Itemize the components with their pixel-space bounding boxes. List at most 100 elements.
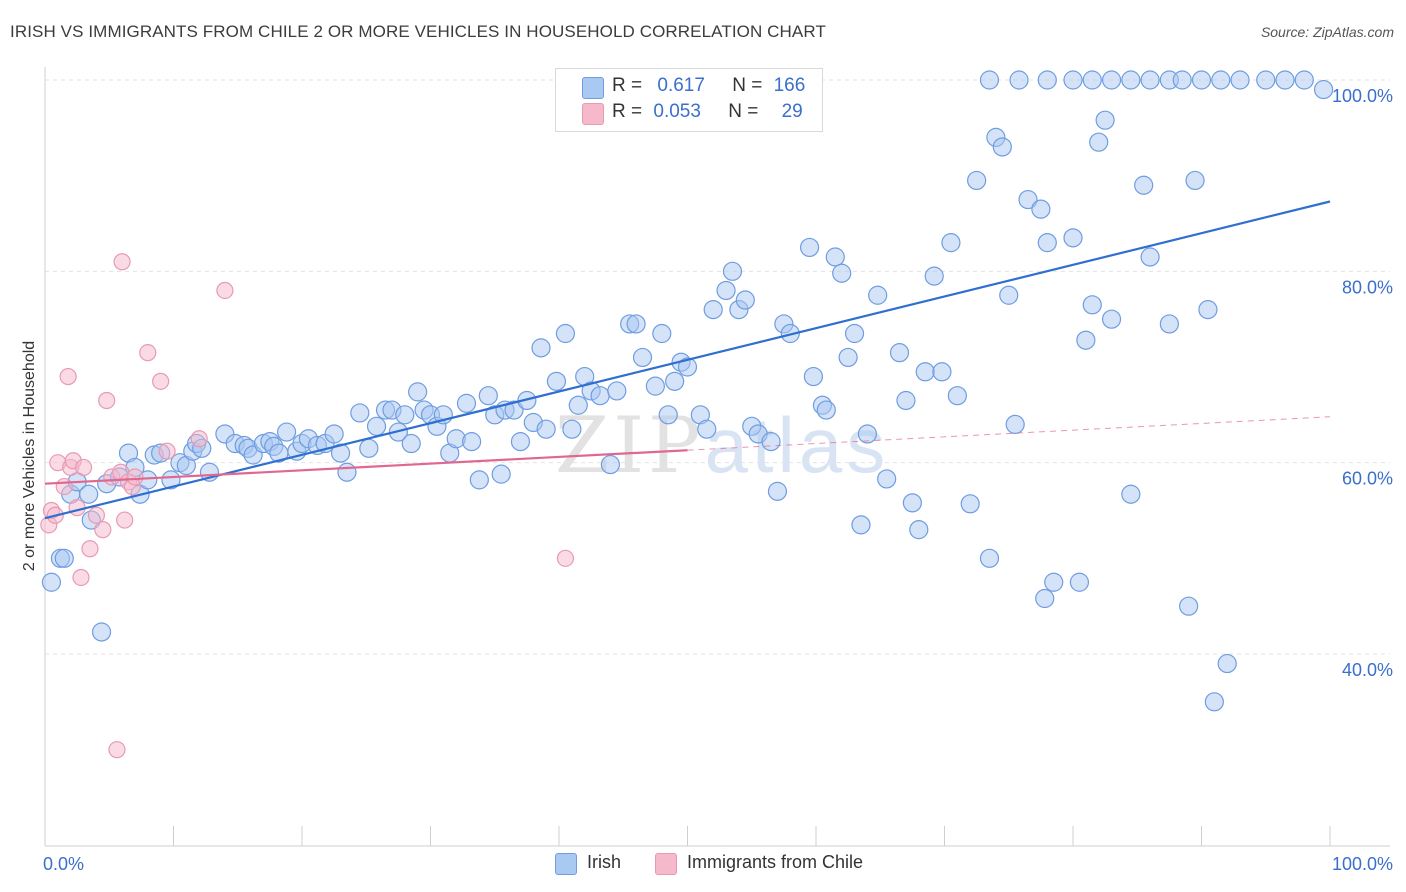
irish-point bbox=[1211, 70, 1231, 90]
source-credit: Source: ZipAtlas.com bbox=[1260, 24, 1394, 40]
irish-point bbox=[568, 395, 588, 415]
chile-r-value: 0.053 bbox=[653, 101, 701, 122]
irish-point bbox=[902, 493, 922, 513]
y-tick-label: 100.0% bbox=[1332, 86, 1393, 106]
irish-point bbox=[1018, 189, 1038, 210]
irish-point bbox=[607, 381, 627, 401]
irish-point bbox=[915, 362, 935, 382]
chile-point bbox=[126, 468, 144, 486]
chile-point bbox=[74, 458, 93, 477]
irish-point bbox=[1037, 70, 1057, 90]
irish-point bbox=[1185, 170, 1205, 191]
irish-point bbox=[456, 393, 477, 413]
irish-point bbox=[761, 432, 781, 452]
irish-point bbox=[816, 400, 836, 420]
x-tick-label: 0.0% bbox=[43, 854, 84, 874]
irish-point bbox=[889, 343, 910, 363]
chile-point bbox=[556, 549, 575, 567]
irish-point bbox=[41, 572, 62, 592]
irish-swatch bbox=[582, 77, 604, 99]
irish-point bbox=[1172, 70, 1192, 90]
chile-point bbox=[152, 372, 170, 390]
irish-point bbox=[462, 432, 482, 452]
irish-point bbox=[504, 400, 524, 420]
y-tick-label: 40.0% bbox=[1342, 660, 1393, 680]
irish-point bbox=[697, 419, 717, 439]
irish-point bbox=[877, 469, 897, 489]
bottom-chile-label: Immigrants from Chile bbox=[687, 852, 864, 872]
irish-point bbox=[716, 280, 736, 301]
irish-point bbox=[632, 347, 653, 368]
chile-point bbox=[59, 367, 77, 386]
chile-point bbox=[113, 253, 131, 271]
irish-point bbox=[1101, 70, 1122, 90]
irish-point bbox=[1063, 70, 1083, 90]
chile-point bbox=[98, 391, 116, 410]
irish-point bbox=[366, 416, 387, 436]
irish-point bbox=[1217, 653, 1237, 674]
irish-point bbox=[1082, 295, 1102, 315]
irish-point bbox=[947, 386, 967, 406]
irish-point bbox=[979, 548, 1000, 568]
irish-point bbox=[491, 464, 511, 484]
irish-point bbox=[91, 622, 112, 642]
chile-point bbox=[116, 511, 134, 529]
irish-point bbox=[590, 386, 610, 406]
irish-point bbox=[1294, 70, 1314, 90]
chart-title: IRISH VS IMMIGRANTS FROM CHILE 2 OR MORE… bbox=[10, 22, 826, 41]
irish-point bbox=[562, 419, 582, 439]
irish-point bbox=[703, 300, 723, 320]
irish-point bbox=[330, 443, 351, 463]
irish-trend-line bbox=[44, 200, 1331, 520]
irish-point bbox=[1179, 596, 1199, 616]
irish-point bbox=[960, 494, 980, 514]
irish-point bbox=[941, 233, 961, 253]
irish-point bbox=[799, 237, 820, 258]
irish-point bbox=[645, 376, 665, 396]
irish-r-value: 0.617 bbox=[657, 75, 705, 96]
y-tick-label: 80.0% bbox=[1342, 277, 1393, 297]
irish-point bbox=[1037, 233, 1057, 253]
chile-point bbox=[190, 430, 208, 448]
irish-point bbox=[478, 386, 498, 406]
chile-point bbox=[87, 506, 106, 524]
irish-point bbox=[979, 70, 1000, 90]
irish-point bbox=[1095, 110, 1115, 130]
irish-point bbox=[1198, 300, 1218, 320]
irish-point bbox=[1275, 70, 1295, 90]
chile-point bbox=[55, 477, 73, 496]
chile-trend-line bbox=[44, 449, 688, 485]
chile-trend-extension bbox=[687, 416, 1331, 451]
irish-point bbox=[896, 390, 916, 411]
irish-point bbox=[626, 314, 646, 334]
irish-point bbox=[1159, 314, 1179, 334]
irish-point bbox=[1121, 484, 1141, 504]
irish-point bbox=[161, 470, 181, 490]
irish-point bbox=[838, 347, 858, 368]
irish-point bbox=[857, 424, 878, 444]
irish-r-label: R = bbox=[612, 75, 643, 96]
irish-point bbox=[735, 290, 755, 310]
irish-point bbox=[276, 422, 297, 442]
irish-point bbox=[54, 548, 74, 568]
irish-point bbox=[909, 520, 929, 540]
chile-swatch bbox=[582, 103, 604, 125]
chile-point bbox=[108, 741, 126, 759]
irish-point bbox=[510, 432, 531, 452]
irish-point bbox=[851, 515, 871, 535]
irish-point bbox=[401, 433, 421, 454]
irish-point bbox=[395, 405, 415, 425]
irish-point bbox=[536, 419, 556, 439]
irish-point bbox=[868, 285, 888, 305]
irish-point bbox=[1134, 175, 1154, 195]
irish-point bbox=[359, 438, 379, 458]
chile-r-label: R = bbox=[612, 101, 643, 122]
irish-point bbox=[1009, 70, 1029, 90]
irish-point bbox=[1140, 70, 1160, 90]
irish-point bbox=[844, 323, 865, 344]
irish-n-value: 166 bbox=[773, 75, 806, 96]
chile-point bbox=[81, 540, 99, 558]
irish-point bbox=[1101, 309, 1122, 329]
irish-point bbox=[1082, 70, 1102, 90]
